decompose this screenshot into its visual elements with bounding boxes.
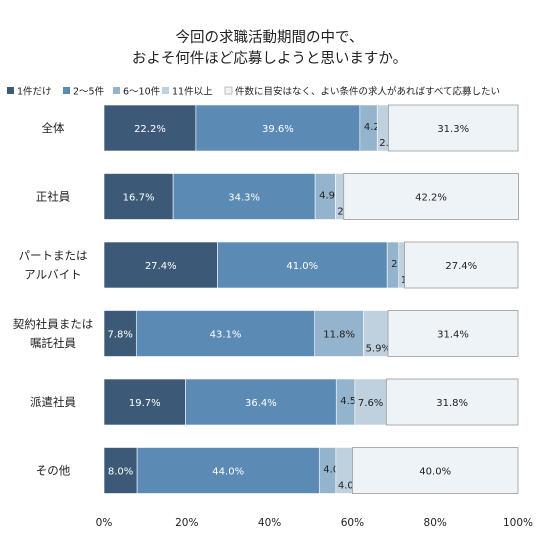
data-label: 5.9%: [366, 344, 391, 355]
bar-segment: [404, 241, 519, 289]
data-label: 42.2%: [415, 193, 447, 204]
data-label: 22.2%: [134, 124, 166, 135]
bar-segment: [314, 310, 364, 357]
category-label: 嘱託社員: [30, 336, 76, 350]
legend-item: 6～10件: [113, 86, 161, 98]
x-tick-label: 60%: [341, 517, 364, 529]
bar-segment: [136, 447, 320, 494]
data-label: 4.9%: [319, 191, 344, 202]
bar-segment: [103, 447, 138, 494]
legend-item: 11件以上: [162, 86, 213, 98]
bar-segment: [195, 104, 361, 152]
data-label: 40.0%: [419, 467, 451, 478]
legend-swatch: [113, 87, 120, 94]
bar-row: 7.8% 43.1% 11.8% 5.9% 31.4%: [103, 310, 519, 357]
data-label: 39.6%: [262, 124, 294, 135]
chart-title-line: 今回の求職活動期間の中で、: [176, 29, 364, 46]
x-tick-label: 100%: [503, 517, 533, 529]
legend-swatch: [7, 87, 14, 94]
bar-row: 16.7%34.3%4.9%2.0%42.2%: [103, 173, 519, 220]
data-label: 34.3%: [228, 193, 260, 204]
legend-label: 件数に目安はなく、よい条件の求人があればすべて応募したい: [235, 86, 500, 98]
category-label: 派遣社員: [30, 395, 76, 409]
data-label: 4.0%: [338, 481, 363, 492]
bar-segment: [185, 378, 337, 426]
legend-label: 11件以上: [172, 86, 213, 98]
chart-title: 今回の求職活動期間の中で、およそ何件ほど応募しようと思いますか。: [132, 29, 407, 67]
data-label: 31.4%: [437, 330, 469, 341]
legend-swatch: [63, 87, 70, 94]
x-tick-label: 0%: [96, 517, 113, 529]
data-label: 7.6%: [358, 398, 383, 409]
legend-label: 2～5件: [73, 86, 105, 98]
bar-segment: [135, 310, 316, 357]
category-label: その他: [36, 464, 71, 478]
category-label: パートまたは: [19, 249, 88, 263]
data-label: 4.2%: [364, 122, 389, 133]
bar-segment: [385, 378, 519, 426]
legend-item: 件数に目安はなく、よい条件の求人があればすべて応募したい: [224, 86, 500, 98]
data-label: 19.7%: [129, 398, 161, 409]
bar-segment: [217, 241, 388, 289]
data-label: 4.5%: [340, 396, 365, 407]
data-label: 36.4%: [245, 398, 277, 409]
category-label: 契約社員または: [13, 317, 94, 331]
bar-segment: [351, 447, 519, 494]
data-label: 16.7%: [123, 193, 155, 204]
bar-segment: [103, 378, 186, 426]
x-tick-label: 40%: [258, 517, 281, 529]
bar-segment: [387, 310, 519, 357]
bar-segment: [103, 310, 137, 357]
data-label: 27.4%: [145, 261, 177, 272]
data-label: 31.8%: [436, 398, 468, 409]
chart-legend: 1件だけ 2～5件 6～10件 11件以上 件数に目安はなく、よい条件の求人があればすべ…: [7, 86, 500, 98]
category-label: 正社員: [36, 190, 71, 204]
bar-area: 22.2%39.6%4.2%2.7%31.3%16.7%34.3%4.9%2.0…: [103, 104, 519, 494]
bar-segment: [388, 104, 519, 152]
legend-swatch: [162, 87, 169, 94]
bar-row: 19.7% 36.4% 4.5%7.6% 31.8%: [103, 378, 519, 426]
data-label: 7.8%: [107, 330, 132, 341]
data-label: 41.0%: [286, 261, 318, 272]
bar-row: 8.0%44.0%4.0%4.0%40.0%: [103, 447, 519, 494]
x-axis: 0% 20% 40% 60% 80% 100%: [96, 517, 533, 529]
data-label: 8.0%: [108, 467, 133, 478]
bar-row: 27.4%41.0%2.8%1.4%27.4%: [103, 241, 519, 289]
data-label: 43.1%: [210, 330, 242, 341]
data-label: 31.3%: [437, 124, 469, 135]
bar-segment: [172, 173, 316, 220]
bar-segment: [103, 241, 218, 289]
legend-swatch: [224, 86, 233, 95]
bar-row: 22.2%39.6%4.2%2.7%31.3%: [103, 104, 519, 152]
legend-item: 2～5件: [63, 86, 105, 98]
bar-segment: [354, 378, 387, 426]
data-label: 27.4%: [445, 261, 477, 272]
category-label: アルバイト: [24, 268, 81, 282]
data-label: 11.8%: [323, 330, 355, 341]
x-tick-label: 20%: [175, 517, 198, 529]
legend-label: 1件だけ: [17, 86, 52, 98]
legend-item: 1件だけ: [7, 86, 52, 98]
x-tick-label: 80%: [424, 517, 447, 529]
category-label: 全体: [42, 121, 65, 135]
bar-segment: [343, 173, 519, 220]
legend-label: 6～10件: [123, 86, 161, 98]
bar-segment: [103, 104, 197, 152]
data-label: 44.0%: [212, 467, 244, 478]
chart-title-line: およそ何件ほど応募しようと思いますか。: [132, 50, 407, 67]
